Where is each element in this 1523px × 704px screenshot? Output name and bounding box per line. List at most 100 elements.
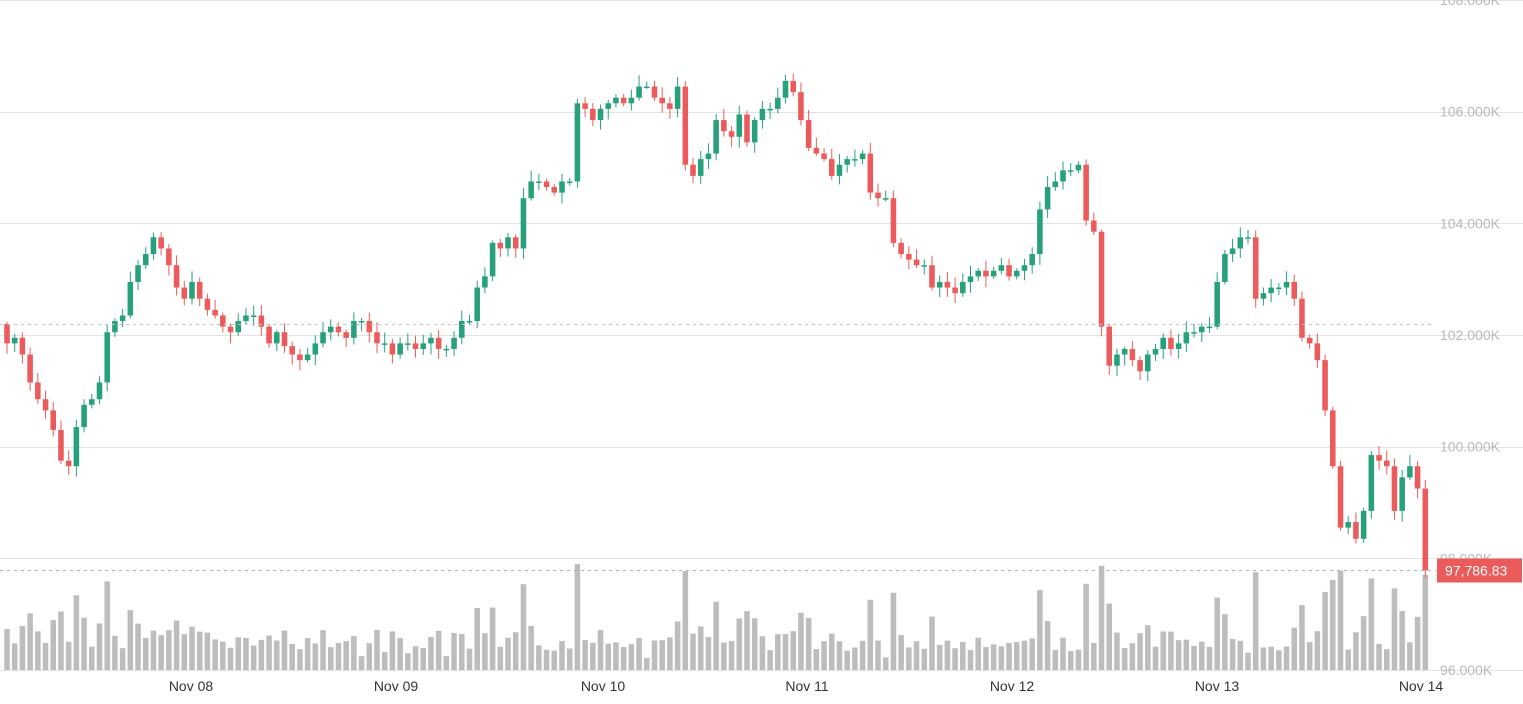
volume-bar [1175, 640, 1182, 670]
candle-body [312, 343, 319, 355]
volume-bar [358, 656, 365, 670]
volume-bar [127, 610, 134, 670]
volume-bar [605, 643, 612, 670]
volume-bar [243, 637, 249, 670]
candle-body [536, 181, 542, 183]
candle-body [1075, 164, 1082, 171]
candle-body [1291, 281, 1298, 299]
y-tick-label: 108.000K [1440, 0, 1501, 8]
volume-bar [1029, 638, 1035, 670]
volume-bar [528, 625, 534, 670]
x-tick-label: Nov 12 [990, 678, 1035, 694]
volume-bar [975, 637, 981, 670]
candle-body [975, 270, 981, 277]
candle-body [767, 108, 773, 111]
candle-body [1067, 170, 1074, 172]
candle-body [281, 332, 288, 347]
volume-bar [451, 632, 457, 670]
candle-body [998, 265, 1005, 271]
volume-bar [135, 623, 141, 670]
candle-body [744, 114, 750, 143]
volume-bar [906, 647, 912, 670]
candle-body [921, 265, 928, 267]
volume-bar [304, 638, 311, 670]
candle-body [112, 321, 118, 333]
candle-body [913, 259, 920, 266]
volume-bar [559, 641, 565, 670]
volume-bar [58, 611, 64, 670]
grid-layer [0, 0, 1523, 671]
volume-bar [366, 643, 373, 670]
volume-bar [882, 657, 889, 670]
volume-bar [443, 656, 450, 670]
volume-bar [674, 621, 681, 670]
volume-bar [320, 630, 326, 670]
volume-layer [4, 564, 1429, 670]
candle-body [42, 399, 49, 411]
volume-bar [435, 630, 442, 670]
candle-body [690, 164, 696, 176]
volume-bar [821, 641, 827, 670]
candle-body [559, 181, 565, 193]
volume-bar [1044, 620, 1051, 670]
volume-bar [150, 630, 157, 670]
volume-bar [1337, 570, 1344, 670]
candle-body [304, 354, 311, 361]
candle-body [1314, 343, 1321, 361]
volume-bar [582, 640, 588, 670]
volume-bar [867, 599, 874, 670]
candle-body [181, 287, 188, 299]
candle-body [836, 164, 843, 176]
last-price-tag-background [1437, 558, 1522, 583]
candle-body [1013, 270, 1020, 277]
candle-body [1360, 510, 1367, 539]
candle-layer [4, 73, 1429, 578]
volume-bar [651, 640, 658, 670]
last-price-tag: 97,786.83 [1437, 558, 1522, 583]
candle-body [952, 287, 958, 294]
candle-body [204, 298, 211, 310]
volume-bar [19, 626, 26, 670]
volume-bar [1306, 641, 1313, 670]
volume-bar [836, 641, 843, 670]
volume-bar [1121, 647, 1128, 670]
candle-body [1414, 466, 1421, 489]
volume-bar [636, 637, 642, 670]
candle-body [397, 343, 403, 355]
volume-bar [81, 617, 87, 670]
candle-body [250, 315, 257, 317]
volume-bar [1106, 603, 1113, 670]
volume-bar [566, 648, 573, 670]
volume-bar [227, 647, 234, 670]
candle-body [1206, 326, 1213, 329]
candle-body [89, 399, 95, 405]
volume-bar [1283, 646, 1290, 670]
candle-body [505, 237, 511, 249]
candle-body [1006, 265, 1012, 277]
candle-body [1376, 455, 1382, 461]
volume-bar [474, 608, 480, 670]
volume-bar [1276, 650, 1282, 670]
candle-body [713, 120, 719, 154]
candle-body [1098, 231, 1105, 327]
candle-body [1152, 348, 1159, 355]
candle-body [1106, 326, 1113, 366]
candle-body [258, 315, 265, 327]
candle-body [58, 429, 64, 461]
candle-body [1129, 348, 1136, 361]
candle-body [466, 321, 473, 323]
volume-bar [1391, 588, 1398, 670]
candle-body [389, 343, 396, 355]
volume-bar [1021, 640, 1028, 670]
volume-bar [1214, 597, 1220, 670]
volume-bar [181, 634, 188, 670]
candle-body [1299, 298, 1305, 338]
candle-body [651, 86, 658, 98]
candle-body [482, 276, 488, 288]
candle-body [960, 281, 966, 294]
volume-bar [890, 592, 897, 670]
volume-bar [929, 616, 935, 670]
volume-bar [466, 648, 473, 670]
candle-body [636, 86, 642, 98]
